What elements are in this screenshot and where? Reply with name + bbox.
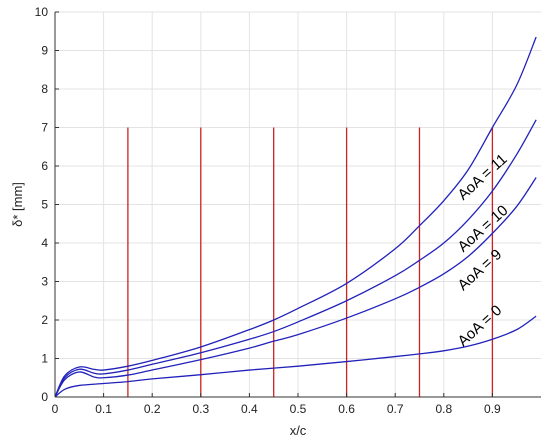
series-annotation: AoA = 10 xyxy=(455,202,512,256)
x-tick-label: 0.7 xyxy=(387,402,404,416)
y-tick-label: 9 xyxy=(41,44,48,58)
x-tick-label: 0.8 xyxy=(435,402,452,416)
x-tick-label: 0.4 xyxy=(241,402,258,416)
x-tick-label: 0 xyxy=(52,402,59,416)
series-line xyxy=(54,36,537,398)
y-axis-label: δ* [mm] xyxy=(10,182,25,227)
y-tick-label: 2 xyxy=(41,313,48,327)
y-tick-label: 10 xyxy=(35,5,49,19)
y-tick-label: 7 xyxy=(41,121,48,135)
series-line xyxy=(54,315,537,398)
y-tick-label: 0 xyxy=(41,390,48,404)
x-tick-label: 0.6 xyxy=(338,402,355,416)
series-line xyxy=(54,177,537,398)
x-tick-label: 0.2 xyxy=(144,402,161,416)
series-annotation: AoA = 9 xyxy=(455,246,506,294)
x-tick-label: 0.3 xyxy=(192,402,209,416)
series-group xyxy=(54,36,537,398)
y-tick-label: 4 xyxy=(41,236,48,250)
y-tick-label: 3 xyxy=(41,275,48,289)
y-tick-label: 8 xyxy=(41,82,48,96)
y-tick-label: 5 xyxy=(41,198,48,212)
x-tick-label: 0.1 xyxy=(95,402,112,416)
x-axis-label: x/c xyxy=(290,423,307,438)
axes: 0 0.1 0.2 0.3 0.4 0.5 0.6 0.7 0.8 0.9 0 1 2 3 4 5 6 7 8 9 10 xyxy=(35,5,541,416)
x-tick-label: 0.5 xyxy=(290,402,307,416)
x-tick-label: 0.9 xyxy=(484,402,501,416)
y-tick-label: 1 xyxy=(41,352,48,366)
series-line xyxy=(54,119,537,398)
y-tick-label: 6 xyxy=(41,159,48,173)
